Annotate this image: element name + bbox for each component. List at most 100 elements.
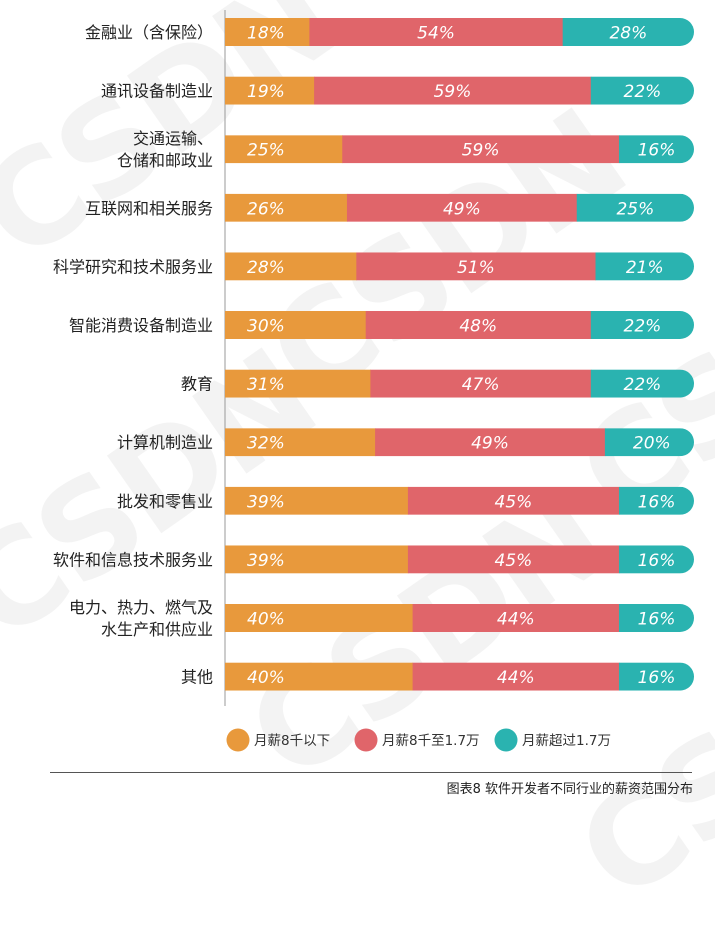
data-label: 40% (247, 668, 285, 688)
data-label: 16% (638, 492, 676, 512)
data-label: 45% (495, 551, 533, 571)
bar-row (225, 662, 694, 691)
bar-row (225, 428, 694, 457)
data-label: 49% (471, 434, 509, 454)
data-label: 59% (434, 82, 472, 102)
bar-segment (342, 135, 620, 164)
category-label: 计算机制造业 (117, 433, 213, 452)
bar-segment (365, 311, 592, 339)
data-label: 28% (247, 258, 285, 278)
data-label: 54% (417, 24, 455, 44)
bar-segment (225, 193, 348, 222)
category-label-line: 仓储和邮政业 (117, 151, 213, 170)
bar-segment (407, 545, 620, 574)
category-label-line: 金融业（含保险） (85, 23, 213, 42)
bar-segment (225, 604, 414, 632)
data-label: 21% (626, 258, 664, 278)
data-label: 22% (624, 317, 662, 337)
bar-segment (576, 193, 694, 222)
bar-segment (590, 76, 694, 105)
category-label: 通讯设备制造业 (101, 82, 213, 101)
data-label: 32% (247, 434, 285, 454)
bar-segment (225, 662, 414, 691)
category-label-line: 科学研究和技术服务业 (53, 257, 213, 276)
legend-marker (226, 728, 250, 752)
data-label: 39% (247, 551, 285, 571)
bar-segment (225, 311, 367, 339)
data-label: 39% (247, 492, 285, 512)
bar-segment (618, 135, 694, 164)
bar-segment (375, 428, 606, 457)
bar-segment (590, 369, 694, 398)
bar-segment (618, 662, 694, 691)
caption-divider (50, 772, 692, 773)
data-label: 28% (609, 24, 647, 44)
category-label: 交通运输、仓储和邮政业 (117, 129, 213, 170)
category-label: 智能消费设备制造业 (69, 316, 213, 335)
legend-marker (494, 728, 518, 752)
bar-segment (225, 18, 310, 46)
category-label-line: 通讯设备制造业 (101, 82, 213, 101)
legend-label: 月薪8千以下 (254, 733, 330, 749)
data-label: 16% (638, 551, 676, 571)
bar-segment (618, 486, 694, 515)
bar-segment (562, 18, 694, 46)
bar-segment (595, 252, 694, 281)
category-label: 电力、热力、燃气及水生产和供应业 (69, 598, 213, 639)
category-label: 批发和零售业 (117, 492, 213, 511)
bar-row (225, 311, 694, 339)
data-label: 48% (459, 317, 497, 337)
category-label: 教育 (181, 375, 213, 394)
category-label-line: 电力、热力、燃气及 (69, 598, 213, 617)
data-label: 22% (624, 82, 662, 102)
bar-segment (225, 428, 376, 457)
bar-segment (225, 369, 371, 398)
bar-segment (314, 76, 592, 105)
category-label-line: 水生产和供应业 (101, 620, 213, 639)
data-label: 47% (462, 375, 500, 395)
bar-segment (346, 193, 578, 222)
category-label: 软件和信息技术服务业 (53, 550, 213, 569)
bar-segment (225, 486, 409, 515)
stacked-bar-chart: 金融业（含保险） 18% 54% 28% 通讯设备制造业 19% 59% 22% 交通运输、仓储… (53, 10, 694, 752)
category-label-line: 智能消费设备制造业 (69, 316, 213, 335)
bar-segment (225, 135, 343, 164)
legend-label: 月薪超过1.7万 (522, 733, 611, 749)
bar-segment (225, 252, 357, 281)
bar-row (225, 252, 694, 281)
category-label-line: 其他 (181, 668, 213, 687)
data-label: 25% (247, 141, 285, 161)
bar-segment (604, 428, 694, 457)
data-label: 18% (247, 24, 285, 44)
figure-caption: 图表8 软件开发者不同行业的薪资范围分布 (446, 782, 693, 797)
data-label: 25% (616, 199, 654, 219)
category-label: 科学研究和技术服务业 (53, 257, 213, 276)
data-label: 59% (462, 141, 500, 161)
bar-segment (309, 18, 564, 46)
bar-segment (225, 76, 315, 105)
category-label-line: 计算机制造业 (117, 433, 213, 452)
data-label: 49% (443, 199, 481, 219)
data-label: 16% (638, 610, 676, 630)
bar-row (225, 135, 694, 164)
bar-row (225, 369, 694, 398)
bar-segment (407, 486, 620, 515)
data-label: 16% (638, 668, 676, 688)
data-label: 44% (497, 668, 535, 688)
data-label: 19% (247, 82, 285, 102)
data-label: 31% (247, 375, 285, 395)
data-label: 30% (247, 317, 285, 337)
data-label: 44% (497, 610, 535, 630)
bar-row (225, 545, 694, 574)
category-label-line: 交通运输、 (133, 129, 213, 148)
bar-segment (356, 252, 597, 281)
data-label: 45% (495, 492, 533, 512)
legend-marker (354, 728, 378, 752)
data-label: 16% (638, 141, 676, 161)
bar-segment (618, 545, 694, 574)
category-label: 其他 (181, 668, 213, 687)
bar-segment (412, 604, 620, 632)
category-label: 金融业（含保险） (85, 23, 213, 42)
bar-segment (590, 311, 694, 339)
